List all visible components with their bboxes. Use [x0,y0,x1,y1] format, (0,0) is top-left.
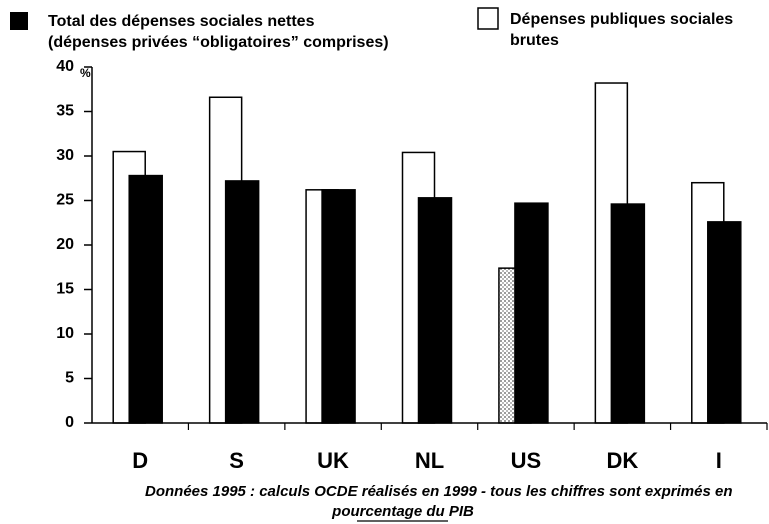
bar [514,202,549,424]
footnote: Données 1995 : calculs OCDE réalisés en … [145,483,732,500]
y-tick-label: 10 [56,325,74,342]
legend-note: brutes [510,32,559,49]
y-tick-label: 20 [56,236,74,253]
footnote: pourcentage du PIB [331,503,474,520]
legend-note: (dépenses privées “obligatoires” compris… [48,34,389,51]
x-tick-label: NL [415,448,444,473]
x-tick-label: UK [317,448,349,473]
y-tick-label: 25 [56,192,74,209]
y-unit: % [80,66,91,80]
x-tick-label: US [511,448,542,473]
legend-swatch [10,12,28,30]
bar [417,197,453,424]
legend-label: Total des dépenses sociales nettes [48,13,315,30]
x-tick-label: DK [606,448,638,473]
bar [321,189,356,424]
legend-swatch [477,7,499,30]
x-tick-label: I [716,448,722,473]
y-tick-label: 40 [56,58,74,75]
x-tick-label: D [132,448,148,473]
legend-label: Dépenses publiques sociales [510,11,733,28]
bar [610,203,646,424]
y-tick-label: 35 [56,103,74,120]
bar [707,221,742,424]
bar [224,180,260,424]
y-tick-label: 30 [56,147,74,164]
y-tick-label: 5 [65,370,74,387]
x-tick-label: S [229,448,244,473]
bar [128,174,163,424]
y-tick-label: 0 [65,414,74,431]
y-tick-label: 15 [56,281,74,298]
